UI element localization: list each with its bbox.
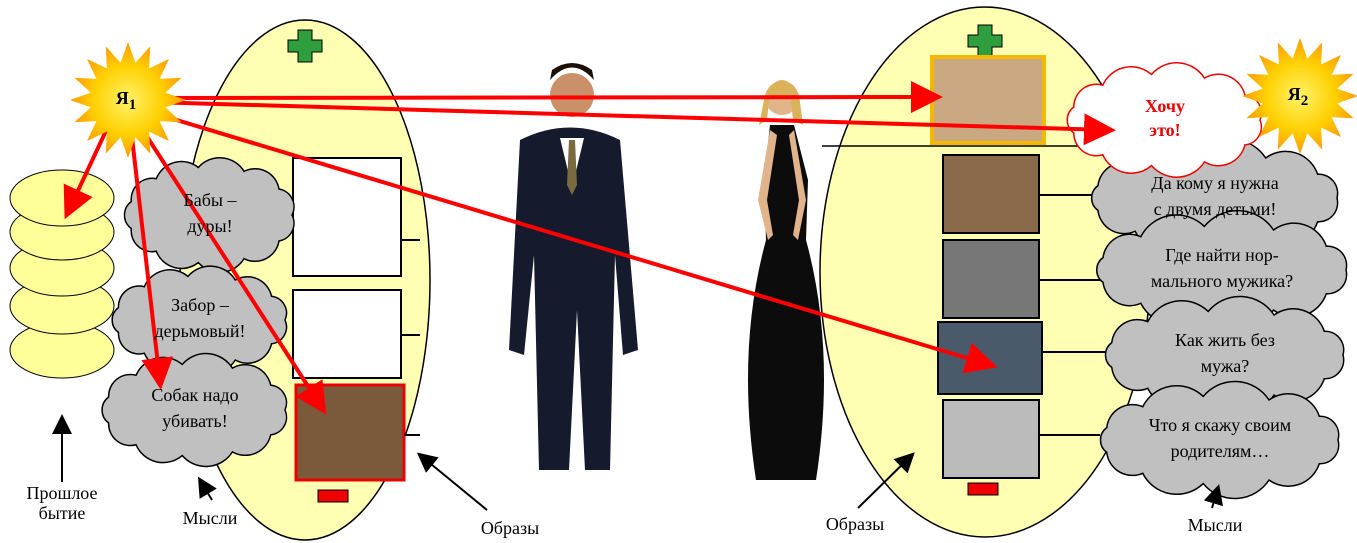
cloud-text: Собак надо xyxy=(151,385,238,405)
cloud-text: Что я скажу своим xyxy=(1149,415,1291,435)
image-frame xyxy=(293,290,401,378)
image-frame xyxy=(293,158,401,276)
label: Мысли xyxy=(1188,515,1243,535)
image-frame xyxy=(943,155,1039,233)
thought-cloud xyxy=(102,354,286,467)
cloud-text: дуры! xyxy=(187,216,232,236)
image-frame xyxy=(943,240,1039,318)
woman xyxy=(748,80,824,480)
minus-sign xyxy=(318,490,348,502)
cloud-text: с двумя детьми! xyxy=(1154,199,1277,219)
sun-index: 2 xyxy=(1301,93,1309,109)
label: Образы xyxy=(481,518,539,538)
cloud-text: Да кому я нужна xyxy=(1151,173,1278,193)
cloud-text: это! xyxy=(1149,120,1180,140)
sun-letter: Я xyxy=(1288,84,1301,104)
label: Мысли xyxy=(183,508,238,528)
cloud-text: родителям… xyxy=(1171,441,1270,461)
cloud-text: дерьмовый! xyxy=(155,321,246,341)
cloud-text: Бабы – xyxy=(183,190,237,210)
image-frame xyxy=(932,57,1044,143)
past-ring xyxy=(10,170,114,226)
thought-cloud xyxy=(1100,381,1338,498)
cloud-text: мального мужика? xyxy=(1151,271,1293,291)
image-frame xyxy=(943,400,1039,478)
image-frame xyxy=(296,385,404,480)
cloud-text: Хочу xyxy=(1145,96,1185,116)
cloud-text: Где найти нор- xyxy=(1165,245,1279,265)
past-stack xyxy=(10,170,114,378)
minus-sign xyxy=(968,483,998,495)
cloud-text: убивать! xyxy=(162,411,227,431)
cloud-text: Как жить без xyxy=(1175,330,1275,350)
cloud-text: бытие xyxy=(39,503,86,523)
cloud-text: Забор – xyxy=(171,295,230,315)
man xyxy=(509,63,638,470)
thought-cloud xyxy=(124,158,294,273)
sun-index: 1 xyxy=(129,97,137,113)
cloud-text: мужа? xyxy=(1201,356,1250,376)
label: Образы xyxy=(826,514,884,534)
sun-letter: Я xyxy=(116,88,129,108)
image-frame xyxy=(938,322,1042,394)
diagram: Бабы – дуры! Забор – дерьмовый! Собак надо уб… xyxy=(0,0,1357,543)
cloud-text: Прошлое xyxy=(26,483,97,503)
